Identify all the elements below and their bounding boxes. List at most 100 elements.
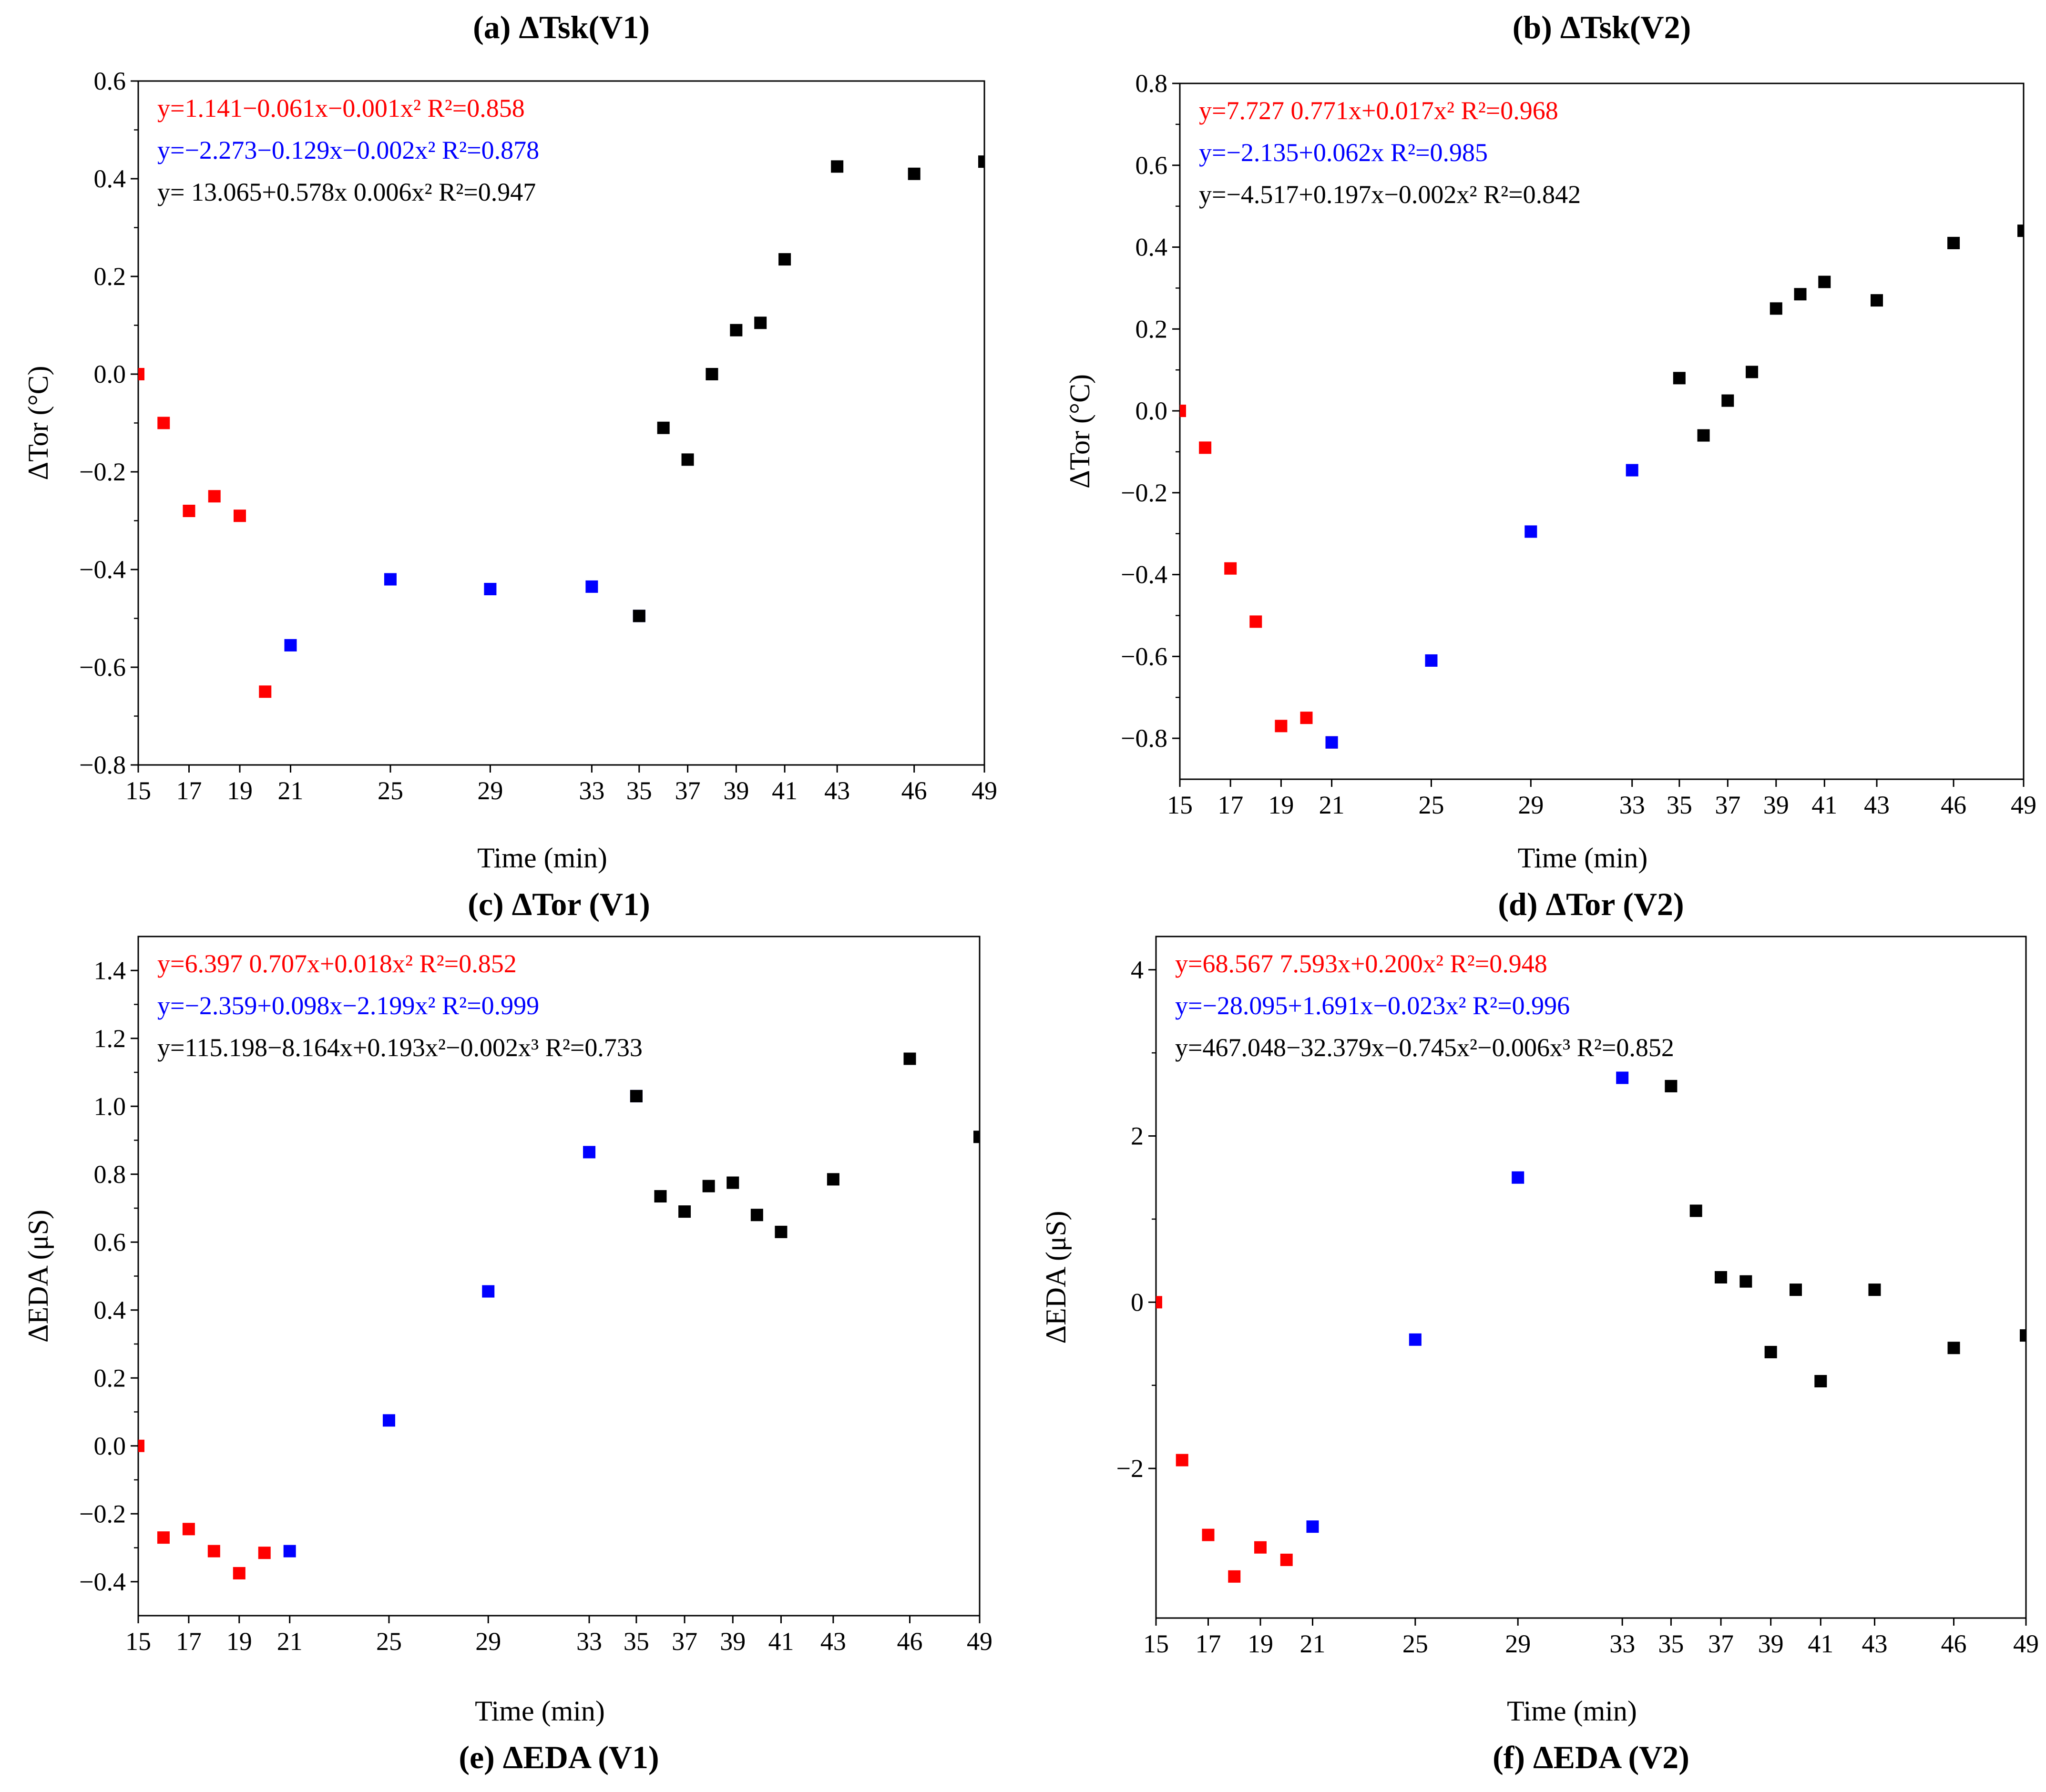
data-point — [730, 324, 743, 336]
series-3 — [633, 155, 984, 622]
x-tick-label: 35 — [624, 1627, 649, 1656]
equation-label: y=115.198−8.164x+0.193x²−0.002x³ R²=0.73… — [157, 1033, 643, 1062]
x-tick-label: 49 — [967, 1627, 992, 1656]
x-tick-label: 25 — [1418, 791, 1444, 819]
x-tick-label: 49 — [2011, 791, 2036, 819]
y-tick-label: 0 — [1131, 1288, 1144, 1316]
series-2 — [284, 573, 645, 652]
x-tick-label: 37 — [672, 1627, 697, 1656]
x-tick-label: 29 — [475, 1627, 501, 1656]
y-tick-label: 0.8 — [94, 1160, 126, 1189]
data-point — [284, 639, 297, 652]
x-tick-label: 41 — [768, 1627, 794, 1656]
x-tick-label: 37 — [1715, 791, 1740, 819]
x-tick-label: 21 — [277, 1627, 303, 1656]
chart-panel-1: (a) ΔTsk(V1) −0.8 −0.6 −0.4 −0.2 0.0 0.2 0.4 0.6… — [22, 9, 997, 874]
data-point — [182, 1523, 195, 1536]
series-3 — [1665, 1079, 2026, 1387]
chart-panel-4: (d) ΔTor (V2) (f) ΔEDA (V2) −2 0 2 4 15 17 19 21 2… — [1040, 886, 2039, 1775]
data-point — [778, 253, 791, 266]
x-tick-label: 39 — [723, 776, 749, 805]
data-point — [1814, 1375, 1827, 1387]
equation-label: y=−2.359+0.098x−2.199x² R²=0.999 — [157, 991, 539, 1020]
data-point — [827, 1173, 839, 1186]
y-axis-label: ΔEDA (μS) — [22, 1210, 54, 1343]
equation-label: y=−2.135+0.062x R²=0.985 — [1199, 138, 1488, 167]
data-point — [207, 1545, 220, 1558]
data-point — [1721, 394, 1734, 407]
data-point — [1947, 236, 1960, 249]
x-tick-label: 29 — [477, 776, 503, 805]
data-point — [1228, 1570, 1241, 1583]
data-point — [702, 1180, 715, 1192]
data-point — [233, 1567, 246, 1579]
x-axis-label: Time (min) — [1518, 842, 1648, 874]
data-point — [1409, 1333, 1422, 1346]
x-tick-label: 19 — [1268, 791, 1294, 819]
y-tick-label: 0.6 — [94, 1228, 126, 1256]
data-point — [654, 1190, 667, 1203]
series-2 — [283, 1089, 643, 1558]
x-tick-label: 35 — [626, 776, 652, 805]
panel-caption-bottom: (e) ΔEDA (V1) — [459, 1739, 659, 1775]
x-tick-label: 37 — [675, 776, 701, 805]
x-tick-label: 43 — [1862, 1629, 1887, 1658]
plot-frame — [1179, 82, 2025, 780]
y-tick-label: −0.4 — [79, 1568, 126, 1596]
y-tick-label: −0.2 — [1121, 479, 1167, 507]
series-1 — [138, 368, 272, 698]
data-point — [1300, 712, 1313, 724]
x-tick-label: 21 — [1300, 1629, 1326, 1658]
y-axis-label: ΔEDA (μS) — [1040, 1211, 1072, 1344]
x-tick-label: 17 — [176, 1627, 202, 1656]
data-point — [1770, 302, 1782, 315]
y-tick-label: 0.4 — [94, 1296, 126, 1324]
data-point — [1224, 562, 1237, 575]
y-tick-label: 0.4 — [94, 164, 126, 193]
x-tick-label: 17 — [1217, 791, 1243, 819]
data-point — [903, 1052, 916, 1065]
data-point — [1673, 372, 1686, 385]
y-tick-label: 0.0 — [94, 1432, 126, 1460]
data-point — [1746, 366, 1759, 378]
x-tick-label: 43 — [824, 776, 850, 805]
data-point — [1512, 1171, 1524, 1184]
y-axis-label: ΔTor (°C) — [22, 366, 54, 480]
y-tick-label: 1.2 — [94, 1024, 126, 1053]
x-tick-label: 43 — [1864, 791, 1890, 819]
data-point — [1524, 525, 1537, 538]
y-tick-label: −0.8 — [79, 751, 126, 779]
y-tick-label: 0.2 — [94, 1364, 126, 1392]
y-tick-label: −0.4 — [79, 555, 126, 584]
y-tick-label: −0.2 — [79, 1499, 126, 1528]
y-tick-label: 1.4 — [94, 956, 126, 985]
data-point — [1764, 1345, 1777, 1358]
x-tick-label: 39 — [1763, 791, 1789, 819]
chart-panel-2: (b) ΔTsk(V2) −0.8 −0.6 −0.4 −0.2 0.0 0.2 0.4 0.6… — [1064, 9, 2036, 874]
data-point — [2020, 1329, 2026, 1342]
series-1 — [138, 1439, 271, 1579]
data-point — [1280, 1553, 1293, 1566]
x-tick-label: 29 — [1518, 791, 1544, 819]
data-point — [1739, 1275, 1752, 1288]
equation-label: y=−28.095+1.691x−0.023x² R²=0.996 — [1175, 991, 1570, 1020]
data-point — [183, 505, 195, 517]
data-point — [1697, 429, 1710, 442]
data-point — [706, 368, 718, 380]
panel-caption-top: (c) ΔTor (V1) — [468, 886, 650, 922]
x-tick-label: 35 — [1667, 791, 1692, 819]
data-point — [234, 509, 246, 522]
data-point — [208, 490, 221, 503]
panel-caption-top: (a) ΔTsk(V1) — [473, 9, 650, 45]
series-1 — [1180, 405, 1338, 749]
data-point — [1818, 275, 1831, 288]
y-tick-label: 0.6 — [1136, 151, 1168, 180]
data-point — [1180, 405, 1186, 417]
data-point — [1249, 615, 1262, 628]
y-tick-label: 0.4 — [1136, 233, 1168, 262]
data-point — [1325, 736, 1338, 749]
data-point — [259, 685, 272, 698]
data-point — [1616, 1071, 1629, 1084]
data-point — [1794, 288, 1807, 301]
